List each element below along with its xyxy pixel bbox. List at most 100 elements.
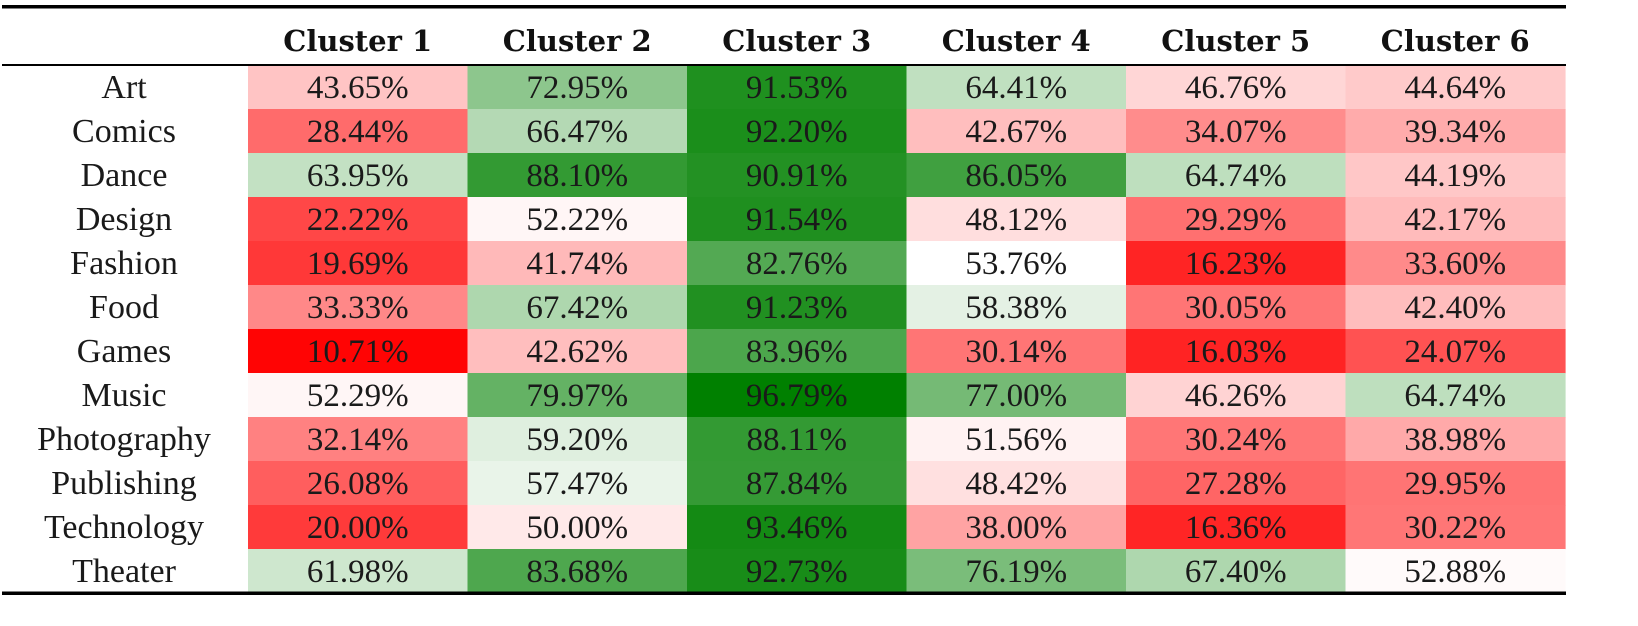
row-label: Art bbox=[101, 69, 147, 106]
heatmap-cell bbox=[906, 329, 1127, 374]
heatmap-cell bbox=[906, 65, 1127, 110]
cell-label: 93.46% bbox=[746, 510, 848, 546]
heatmap-cell bbox=[248, 461, 469, 506]
row-label: Dance bbox=[81, 157, 168, 194]
bottom-rule bbox=[2, 591, 1566, 595]
cell-label: 52.88% bbox=[1404, 554, 1506, 590]
cell-label: 87.84% bbox=[746, 466, 848, 502]
cell-label: 38.00% bbox=[965, 510, 1067, 546]
cell-label: 28.44% bbox=[307, 114, 409, 150]
row-label: Food bbox=[89, 289, 159, 326]
cell-label: 27.28% bbox=[1185, 466, 1287, 502]
cell-label: 67.42% bbox=[526, 290, 628, 326]
heatmap-cell bbox=[687, 197, 908, 242]
heatmap-cell bbox=[1345, 329, 1566, 374]
row-labels: Art Comics Dance Design Fashion Food Games Musi… bbox=[37, 69, 211, 590]
heatmap-cell bbox=[1126, 329, 1347, 374]
column-header: Cluster 5 bbox=[1161, 24, 1310, 58]
cell-label: 16.36% bbox=[1185, 510, 1287, 546]
cell-label: 16.23% bbox=[1185, 246, 1287, 282]
heatmap-cell bbox=[1126, 461, 1347, 506]
cell-label: 29.29% bbox=[1185, 202, 1287, 238]
rules-group bbox=[2, 5, 1566, 595]
heatmap-cell bbox=[467, 417, 688, 462]
cell-label: 20.00% bbox=[307, 510, 409, 546]
cell-label: 88.10% bbox=[526, 158, 628, 194]
cell-label: 58.38% bbox=[965, 290, 1067, 326]
heatmap-cell bbox=[906, 197, 1127, 242]
heatmap-cell bbox=[467, 153, 688, 198]
heatmap-cell bbox=[1126, 109, 1347, 154]
cell-label: 42.67% bbox=[965, 114, 1067, 150]
cell-label: 77.00% bbox=[965, 378, 1067, 414]
heatmap-cell bbox=[1345, 461, 1566, 506]
heatmap-cell bbox=[687, 153, 908, 198]
heatmap-cell bbox=[906, 417, 1127, 462]
cell-label: 39.34% bbox=[1404, 114, 1506, 150]
cell-label: 52.22% bbox=[526, 202, 628, 238]
cell-label: 88.11% bbox=[746, 422, 847, 458]
heatmap-cell bbox=[248, 505, 469, 550]
row-label: Technology bbox=[44, 509, 204, 546]
heatmap-cell bbox=[248, 153, 469, 198]
row-label: Games bbox=[77, 333, 171, 370]
cell-label: 30.22% bbox=[1404, 510, 1506, 546]
heatmap-cell bbox=[1126, 549, 1347, 594]
cell-label: 29.95% bbox=[1404, 466, 1506, 502]
cell-label: 48.12% bbox=[965, 202, 1067, 238]
cell-label: 41.74% bbox=[526, 246, 628, 282]
heatmap-cell bbox=[1345, 549, 1566, 594]
heatmap-cell bbox=[467, 461, 688, 506]
column-header: Cluster 3 bbox=[722, 24, 871, 58]
heatmap-cell bbox=[1345, 373, 1566, 418]
cell-label: 30.14% bbox=[965, 334, 1067, 370]
heatmap-cell bbox=[1126, 505, 1347, 550]
heatmap-cell bbox=[906, 461, 1127, 506]
heatmap-cell bbox=[248, 285, 469, 330]
cell-label: 76.19% bbox=[965, 554, 1067, 590]
heatmap-cell bbox=[1345, 65, 1566, 110]
column-headers: Cluster 1 Cluster 2 Cluster 3 Cluster 4 Clus… bbox=[283, 24, 1529, 58]
cell-label: 86.05% bbox=[965, 158, 1067, 194]
cell-label: 33.33% bbox=[307, 290, 409, 326]
heatmap-cell bbox=[248, 417, 469, 462]
cell-label: 79.97% bbox=[526, 378, 628, 414]
cell-label: 43.65% bbox=[307, 70, 409, 106]
cell-label: 42.40% bbox=[1404, 290, 1506, 326]
heatmap-cell bbox=[467, 373, 688, 418]
cell-label: 26.08% bbox=[307, 466, 409, 502]
cell-label: 66.47% bbox=[526, 114, 628, 150]
cell-label: 30.24% bbox=[1185, 422, 1287, 458]
cell-label: 59.20% bbox=[526, 422, 628, 458]
heatmap-cell bbox=[687, 373, 908, 418]
heatmap-cell bbox=[467, 549, 688, 594]
column-header: Cluster 1 bbox=[283, 24, 432, 58]
cells-group bbox=[248, 65, 1566, 594]
row-label: Design bbox=[76, 201, 172, 238]
heatmap-cell bbox=[1126, 153, 1347, 198]
cell-label: 57.47% bbox=[526, 466, 628, 502]
heatmap-cell bbox=[248, 329, 469, 374]
cell-label: 33.60% bbox=[1404, 246, 1506, 282]
cell-label: 51.56% bbox=[965, 422, 1067, 458]
cell-label: 61.98% bbox=[307, 554, 409, 590]
heatmap-cell bbox=[906, 373, 1127, 418]
row-label: Fashion bbox=[70, 245, 178, 282]
column-header: Cluster 6 bbox=[1381, 24, 1530, 58]
heatmap-cell bbox=[1126, 65, 1347, 110]
cell-label: 63.95% bbox=[307, 158, 409, 194]
heatmap-cell bbox=[1126, 197, 1347, 242]
heatmap-cell bbox=[687, 65, 908, 110]
heatmap-cell bbox=[248, 373, 469, 418]
heatmap-cell bbox=[1345, 153, 1566, 198]
cell-label: 10.71% bbox=[307, 334, 409, 370]
heatmap-cell bbox=[687, 549, 908, 594]
heatmap-cell bbox=[687, 329, 908, 374]
heatmap-cell bbox=[1345, 505, 1566, 550]
cell-label: 83.68% bbox=[526, 554, 628, 590]
header-rule bbox=[2, 64, 1566, 66]
cell-label: 16.03% bbox=[1185, 334, 1287, 370]
row-label: Music bbox=[82, 377, 167, 414]
heatmap-cell bbox=[687, 505, 908, 550]
